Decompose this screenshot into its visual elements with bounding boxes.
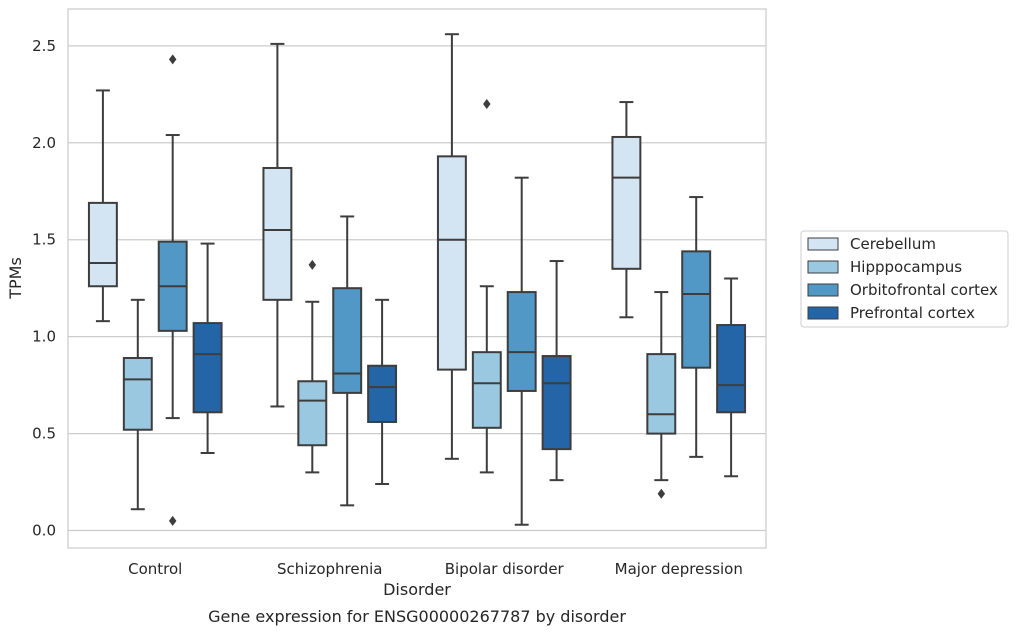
box-groups [87,33,747,526]
box-body [332,287,363,394]
x-tick-label: Schizophrenia [277,560,382,578]
legend-swatch [807,237,839,251]
box-body [646,353,677,435]
outlier-point [483,99,491,110]
box [681,196,712,458]
box-body [681,250,712,369]
y-tick-label: 0.0 [32,522,56,540]
box [611,101,642,319]
box [332,215,363,507]
box-body [192,322,223,414]
box [436,33,467,460]
y-tick-label: 0.5 [32,425,56,443]
box-body [436,155,467,371]
x-axis-title: Disorder [383,580,451,599]
box [541,260,572,482]
legend: Cerebellum Hipppocampus Orbitofrontal cort… [800,230,1009,328]
legend-frame [800,230,1009,328]
y-tick-label: 2.0 [32,134,56,152]
box-body [611,135,642,270]
y-tick-labels: 0.0 0.5 1.0 1.5 2.0 2.5 [32,37,56,540]
legend-swatch [807,283,839,297]
box-body [541,355,572,451]
outlier-point [168,54,177,65]
box [716,277,747,478]
legend-swatch [807,260,839,274]
y-tick-label: 2.5 [32,37,56,55]
box [192,242,223,454]
box-body [122,356,153,431]
y-axis-title: TPMs [6,257,25,300]
box [262,42,293,408]
box [297,259,328,474]
box-body [367,364,398,423]
box [87,89,118,323]
x-tick-label: Major depression [615,560,743,578]
outlier-point [657,488,666,499]
box [471,99,502,474]
y-tick-label: 1.0 [32,328,56,346]
x-tick-label: Control [128,560,182,578]
box [122,298,153,511]
box [646,291,677,499]
y-gridlines [68,45,766,532]
box [506,176,537,526]
box [367,298,398,486]
box-body [262,166,293,301]
box-body [87,201,118,288]
box-body [716,324,747,414]
outlier-point [308,259,317,270]
legend-label: Cerebellum [850,235,936,253]
y-tick-label: 1.5 [32,231,56,249]
legend-label: Prefrontal cortex [850,304,975,322]
chart-caption: Gene expression for ENSG00000267787 by d… [208,607,626,626]
plot-frame [67,8,767,549]
box-body [506,291,537,392]
x-tick-label: Bipolar disorder [445,560,565,578]
box-body [471,351,502,429]
x-tick-labels: Control Schizophrenia Bipolar disorder Majo… [128,560,743,578]
box [157,54,188,526]
legend-label: Hipppocampus [850,258,962,276]
box-body [297,380,328,447]
legend-label: Orbitofrontal cortex [850,281,998,299]
legend-swatch [807,306,839,320]
outlier-point [168,515,177,526]
